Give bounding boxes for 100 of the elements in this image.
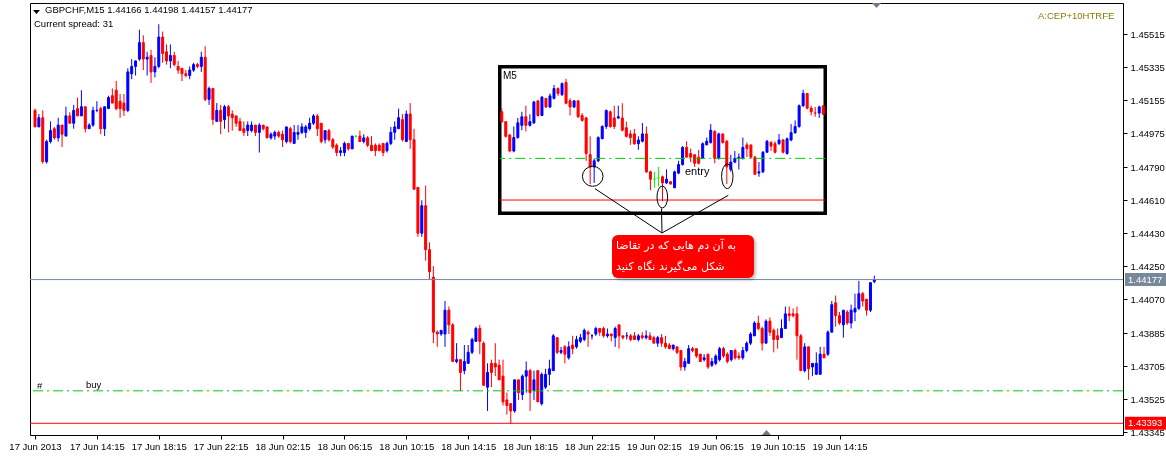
candlestick [207,86,211,106]
candlestick [520,373,524,401]
candlestick [613,326,617,348]
candlestick [563,344,567,364]
candlestick [56,117,60,143]
candlestick [512,126,516,153]
y-tick-label: 1.43885 [1130,327,1165,339]
x-tick-label: 17 Jun 22:15 [193,440,249,452]
y-tick-label: 1.44790 [1130,161,1165,173]
x-tick-label: 19 Jun 02:15 [626,440,682,452]
candlestick [524,105,528,132]
candlestick [709,123,713,145]
x-tick-label: 17 Jun 18:15 [131,440,187,452]
y-tick-label: 1.45335 [1130,61,1165,73]
candlestick [33,108,37,128]
candlestick [777,133,781,146]
x-tick-label: 18 Jun 18:15 [503,440,559,452]
y-tick-label: 1.45155 [1130,94,1165,106]
candlestick [161,31,165,64]
candlestick [769,140,773,152]
candlestick [122,93,126,117]
annotation: entry [685,165,710,178]
candlestick [524,361,528,394]
candlestick [528,368,532,412]
candlestick [532,370,536,401]
candlestick [760,326,764,352]
candlestick [586,329,590,348]
candlestick [354,135,358,139]
candlestick [803,342,807,373]
x-tick-label: 18 Jun 14:15 [441,440,497,452]
annotation: A:CEP+10HTRFE [1038,9,1115,22]
chart-title: M5 [503,70,517,82]
candlestick [83,106,87,133]
candlestick [486,362,490,412]
y-tick-label: 1.44975 [1130,127,1165,139]
x-tick-label: 17 Jun 14:15 [69,440,125,452]
candlestick [242,120,246,137]
candlestick [567,340,571,361]
annotation: # [37,379,43,392]
candlestick [617,324,621,350]
y-tick-label: 1.44250 [1130,260,1165,272]
candlestick [199,51,203,73]
candlestick [559,346,563,355]
candlestick [393,120,397,141]
candlestick [149,49,153,84]
candlestick [455,342,459,364]
candlestick [230,109,234,132]
candlestick [219,104,223,135]
chart-title: GBPCHF,M15 1.44166 1.44198 1.44157 1.44177 [45,4,253,16]
candlestick [462,344,466,375]
x-tick-label: 18 Jun 02:15 [255,440,311,452]
x-tick-label: 19 Jun 14:15 [812,440,868,452]
candlestick [64,106,68,137]
x-tick-label: 19 Jun 06:15 [688,440,744,452]
candlestick [822,346,826,359]
y-tick-label: 1.44070 [1130,293,1165,305]
y-tick-label: 1.44430 [1130,227,1165,239]
ref-line-label: 1.43393 [1128,417,1163,429]
candlestick [493,342,497,377]
annotation: به آن دم هایی که در تقاضا شکل می‌گیرند نگاه کنید [612,235,755,278]
candlestick [215,102,219,122]
ref-line-label: buy [86,378,102,390]
candlestick [588,135,592,185]
candlestick [516,379,520,401]
candlestick [145,51,149,77]
candlestick [612,105,616,130]
candlestick [400,113,404,143]
ref-line-label: 1.44177 [1128,273,1163,285]
candlestick [687,344,691,364]
candlestick [397,108,401,130]
x-tick-label: 18 Jun 06:15 [317,440,373,452]
text: Current spread: 31 [34,18,114,30]
candlestick [745,141,749,158]
x-tick-label: 18 Jun 10:15 [379,440,435,452]
y-tick-label: 1.44610 [1130,194,1165,206]
candlestick [458,359,462,392]
candlestick [292,124,296,144]
x-tick-label: 17 Jun 2013 [9,440,62,452]
y-tick-label: 1.43345 [1130,426,1165,438]
candlestick [679,350,683,372]
candlestick [764,318,768,344]
candlestick [72,104,76,130]
candlestick [478,324,482,355]
candlestick [168,43,172,69]
candlestick [296,124,300,141]
candlestick [656,166,660,188]
candlestick [814,351,818,375]
candlestick [443,300,447,348]
x-tick-label: 19 Jun 10:15 [750,440,806,452]
y-tick-label: 1.45515 [1130,28,1165,40]
candlestick [776,328,780,350]
candlestick [60,124,64,148]
candlestick [702,353,706,362]
y-tick-label: 1.43525 [1130,393,1165,405]
x-tick-label: 18 Jun 22:15 [565,440,620,452]
candlestick [226,104,230,133]
candlestick [489,359,493,388]
candlestick [257,122,261,154]
candlestick [223,104,227,130]
candlestick [644,329,648,341]
